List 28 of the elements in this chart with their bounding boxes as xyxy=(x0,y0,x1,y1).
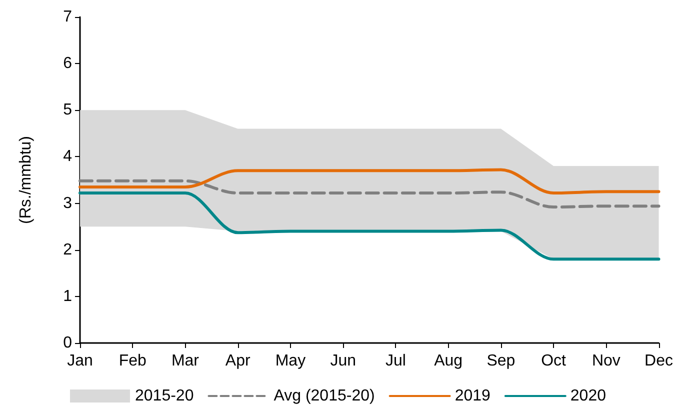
legend-label: 2020 xyxy=(570,388,606,404)
line-series xyxy=(78,192,660,261)
x-tick-label: Aug xyxy=(434,352,463,370)
x-tick-label: Oct xyxy=(541,352,567,370)
x-tick-label: Jul xyxy=(385,352,406,370)
y-tick-label: 3 xyxy=(63,194,72,212)
legend-label: 2019 xyxy=(454,388,491,404)
x-tick-label: Jun xyxy=(330,352,356,370)
legend-label: Avg (2015-20) xyxy=(274,388,375,404)
x-tick-label: Mar xyxy=(171,352,200,370)
y-tick-label: 6 xyxy=(63,55,72,72)
y-axis-title: (Rs./mmbtu) xyxy=(18,136,34,224)
x-tick-label: Jan xyxy=(67,352,93,370)
x-tick-label: Dec xyxy=(644,352,673,370)
x-tick-label: Feb xyxy=(118,352,146,370)
y-tick-label: 7 xyxy=(63,8,72,26)
y-tick-label: 2 xyxy=(63,241,72,258)
y-tick-label: 1 xyxy=(63,288,72,305)
x-tick-label: Sep xyxy=(486,352,516,370)
y-tick-label: 4 xyxy=(63,148,72,166)
x-tick-label: May xyxy=(275,352,306,370)
line-series xyxy=(78,179,660,209)
line-series xyxy=(78,168,660,195)
y-tick-label: 0 xyxy=(63,334,72,352)
x-tick-label: Nov xyxy=(592,352,620,370)
x-tick-label: Apr xyxy=(225,352,251,370)
legend-label: 2015-20 xyxy=(134,388,194,404)
y-tick-label: 5 xyxy=(63,102,72,119)
